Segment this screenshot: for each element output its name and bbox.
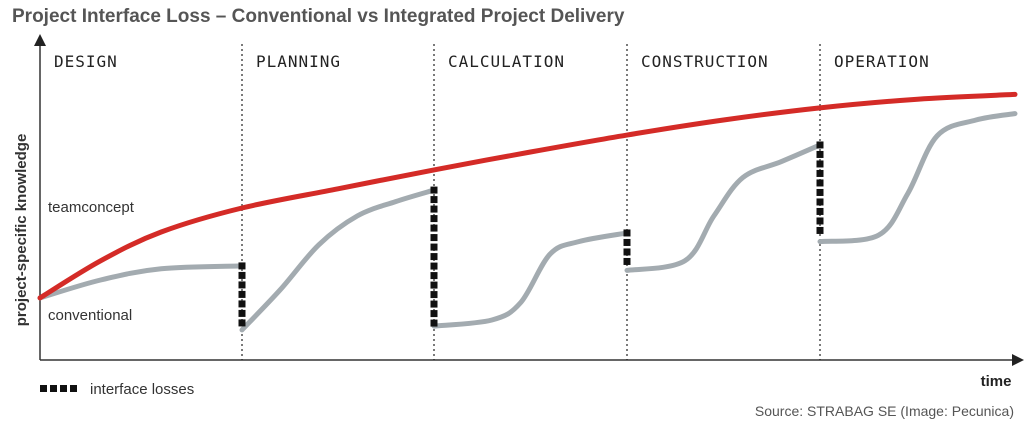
conventional-curve-segment (239, 187, 437, 333)
conventional-curve-segment (817, 111, 1018, 245)
loss-square (623, 257, 631, 265)
loss-square (816, 226, 824, 234)
conventional-curve-segment (431, 230, 630, 329)
teamconcept-curve (37, 91, 1018, 301)
phase-label-construction: CONSTRUCTION (641, 52, 769, 71)
source-note: Source: STRABAG SE (Image: Pecunica) (754, 403, 1014, 419)
loss-square (816, 141, 824, 149)
loss-square (623, 229, 631, 237)
phase-label-planning: PLANNING (256, 52, 341, 71)
x-axis-label: time (981, 373, 1012, 390)
loss-square (238, 300, 246, 308)
loss-square (816, 160, 824, 168)
loss-square (430, 196, 438, 204)
loss-square (238, 281, 246, 289)
loss-square (623, 238, 631, 246)
loss-square (816, 169, 824, 177)
loss-square (430, 272, 438, 280)
interface-loss-marker (238, 262, 246, 327)
chart-title: Project Interface Loss – Conventional vs… (12, 6, 625, 27)
loss-square (238, 271, 246, 279)
conventional-curve-segment (37, 263, 245, 301)
loss-square (238, 309, 246, 317)
loss-square (816, 150, 824, 158)
loss-square (430, 243, 438, 251)
interface-loss-marker (623, 229, 631, 265)
loss-square (816, 179, 824, 187)
loss-square (430, 253, 438, 261)
loss-square (430, 291, 438, 299)
loss-square (430, 224, 438, 232)
phase-label-calculation: CALCULATION (448, 52, 565, 71)
loss-square (430, 205, 438, 213)
loss-square (430, 262, 438, 270)
loss-square (816, 217, 824, 225)
loss-square (430, 281, 438, 289)
loss-square (430, 310, 438, 318)
y-axis-label: project-specific knowledge (13, 134, 30, 327)
legend: interface losses (40, 381, 194, 398)
interface-loss-marker (430, 186, 438, 327)
phase-label-operation: OPERATION (834, 52, 930, 71)
loss-square (816, 207, 824, 215)
loss-square (623, 248, 631, 256)
loss-square (430, 300, 438, 308)
loss-square (816, 188, 824, 196)
conventional-curve-segment (624, 142, 823, 273)
loss-square (430, 319, 438, 327)
loss-square (816, 198, 824, 206)
series-label-conventional: conventional (48, 307, 132, 324)
loss-square (430, 234, 438, 242)
loss-square (238, 319, 246, 327)
loss-square (430, 215, 438, 223)
loss-square (430, 186, 438, 194)
legend-label: interface losses (90, 381, 194, 398)
legend-interface-loss-icon (40, 385, 77, 392)
loss-square (238, 262, 246, 270)
loss-square (238, 290, 246, 298)
interface-loss-marker (816, 141, 824, 234)
phase-label-design: DESIGN (54, 52, 118, 71)
series-label-teamconcept: teamconcept (48, 199, 135, 216)
